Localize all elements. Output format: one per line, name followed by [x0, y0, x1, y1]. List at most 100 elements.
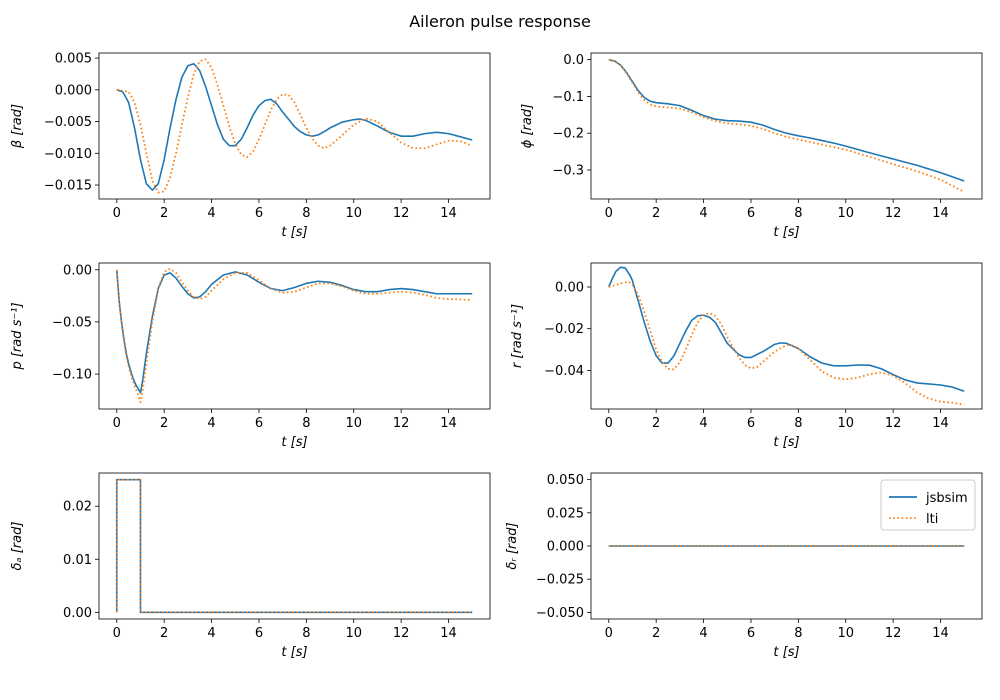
x-tick-label: 14 [932, 626, 949, 641]
x-tick-label: 10 [837, 626, 854, 641]
y-tick-label: −0.02 [544, 322, 584, 337]
x-axis-label: t [s] [773, 645, 799, 660]
x-tick-label: 10 [837, 206, 854, 221]
y-tick-label: 0.00 [63, 606, 92, 621]
x-tick-label: 2 [652, 626, 660, 641]
y-axis-label: β [rad] [10, 104, 25, 149]
x-tick-label: 12 [393, 206, 410, 221]
x-tick-label: 4 [207, 416, 215, 431]
x-tick-label: 4 [699, 626, 707, 641]
y-tick-label: −0.010 [44, 147, 92, 162]
y-tick-label: −0.1 [552, 90, 584, 105]
x-axis-label: t [s] [773, 225, 799, 240]
x-tick-label: 8 [302, 626, 310, 641]
x-tick-label: 6 [747, 416, 755, 431]
x-tick-label: 12 [885, 416, 902, 431]
x-tick-label: 14 [932, 206, 949, 221]
subplot-delta_r: 0 2 4 6 8 10 12 14 0.050 0.025 0.000 −0.025 −0.050 t … [505, 472, 983, 660]
legend-box [880, 479, 976, 531]
axes-frame [98, 262, 491, 410]
axes-frame [590, 262, 983, 410]
series-line-lti [115, 478, 473, 614]
x-tick-label: 12 [393, 626, 410, 641]
x-tick-label: 12 [885, 626, 902, 641]
y-tick-label: 0.00 [555, 280, 584, 295]
x-tick-label: 4 [699, 206, 707, 221]
x-tick-label: 10 [345, 416, 362, 431]
x-tick-label: 10 [837, 416, 854, 431]
y-tick-label: −0.05 [52, 315, 92, 330]
x-tick-label: 2 [652, 206, 660, 221]
x-tick-label: 8 [794, 416, 802, 431]
y-axis-label: r [rad s⁻¹] [510, 304, 525, 368]
series-line-jsbsim [115, 269, 473, 394]
subplot-r: 0 2 4 6 8 10 12 14 0.00 −0.02 −0.04 t [s] r [rad s⁻¹… [510, 262, 983, 450]
series-line-lti [116, 58, 473, 194]
x-tick-label: 4 [699, 416, 707, 431]
x-tick-label: 8 [302, 416, 310, 431]
x-tick-label: 2 [160, 626, 168, 641]
axes-frame [590, 52, 983, 200]
x-tick-label: 0 [605, 626, 613, 641]
legend: jsbsim lti [880, 479, 976, 531]
series-line-jsbsim [115, 478, 473, 614]
x-tick-label: 8 [302, 206, 310, 221]
y-tick-label: −0.015 [44, 179, 92, 194]
x-axis-label: t [s] [281, 645, 307, 660]
x-tick-label: 6 [255, 416, 263, 431]
figure-title: Aileron pulse response [409, 12, 591, 31]
x-axis-label: t [s] [773, 435, 799, 450]
x-tick-label: 10 [345, 626, 362, 641]
y-tick-label: −0.2 [552, 127, 584, 142]
series-line-lti [115, 267, 473, 404]
y-tick-label: 0.005 [55, 52, 92, 67]
x-tick-label: 4 [207, 626, 215, 641]
y-tick-label: 0.0 [563, 53, 584, 68]
legend-label-lti: lti [926, 512, 938, 527]
y-tick-label: −0.10 [52, 368, 92, 383]
x-tick-label: 12 [393, 416, 410, 431]
y-tick-label: −0.04 [544, 364, 584, 379]
x-tick-label: 6 [747, 626, 755, 641]
series-line-jsbsim [116, 62, 473, 191]
x-tick-label: 14 [440, 626, 457, 641]
x-tick-label: 10 [345, 206, 362, 221]
x-tick-label: 14 [440, 206, 457, 221]
y-tick-label: −0.3 [552, 164, 584, 179]
x-tick-label: 4 [207, 206, 215, 221]
x-tick-label: 2 [652, 416, 660, 431]
y-axis-label: p [rad s⁻¹] [10, 302, 25, 370]
subplot-phi: 0 2 4 6 8 10 12 14 0.0 −0.1 −0.2 −0.3 t [s] ϕ [rad] [520, 52, 983, 240]
y-axis-label: ϕ [rad] [520, 104, 535, 148]
y-tick-label: 0.000 [55, 83, 92, 98]
subplot-beta: 0 2 4 6 8 10 12 14 −0.015 −0.010 −0.005 0.000 0.005 t… [10, 52, 491, 240]
x-tick-label: 0 [113, 626, 121, 641]
y-tick-label: 0.025 [547, 506, 584, 521]
y-axis-label: δᵣ [rad] [505, 522, 520, 569]
x-axis-label: t [s] [281, 225, 307, 240]
x-tick-label: 8 [794, 626, 802, 641]
y-tick-label: 0.000 [547, 540, 584, 555]
x-tick-label: 0 [113, 206, 121, 221]
x-tick-label: 2 [160, 206, 168, 221]
x-axis-label: t [s] [281, 435, 307, 450]
x-tick-label: 6 [255, 206, 263, 221]
y-tick-label: −0.025 [536, 573, 584, 588]
legend-label-jsbsim: jsbsim [925, 491, 968, 506]
y-tick-label: 0.050 [547, 473, 584, 488]
y-tick-label: 0.02 [63, 500, 92, 515]
x-tick-label: 14 [440, 416, 457, 431]
subplot-p: 0 2 4 6 8 10 12 14 0.00 −0.05 −0.10 t [s] p [rad s⁻¹… [10, 262, 491, 450]
axes-frame [98, 52, 491, 200]
series-line-jsbsim [608, 58, 965, 182]
x-tick-label: 6 [747, 206, 755, 221]
subplot-delta_a: 0 2 4 6 8 10 12 14 0.00 0.01 0.02 t [s] δₐ [rad] [10, 472, 491, 660]
y-tick-label: −0.050 [536, 606, 584, 621]
x-tick-label: 14 [932, 416, 949, 431]
y-tick-label: 0.01 [63, 553, 92, 568]
series-line-lti [608, 58, 965, 193]
y-tick-label: 0.00 [63, 263, 92, 278]
subplots: 0 2 4 6 8 10 12 14−0.015−0.010−0.0050.0000.005t… [10, 52, 983, 660]
axes-frame [98, 472, 491, 620]
